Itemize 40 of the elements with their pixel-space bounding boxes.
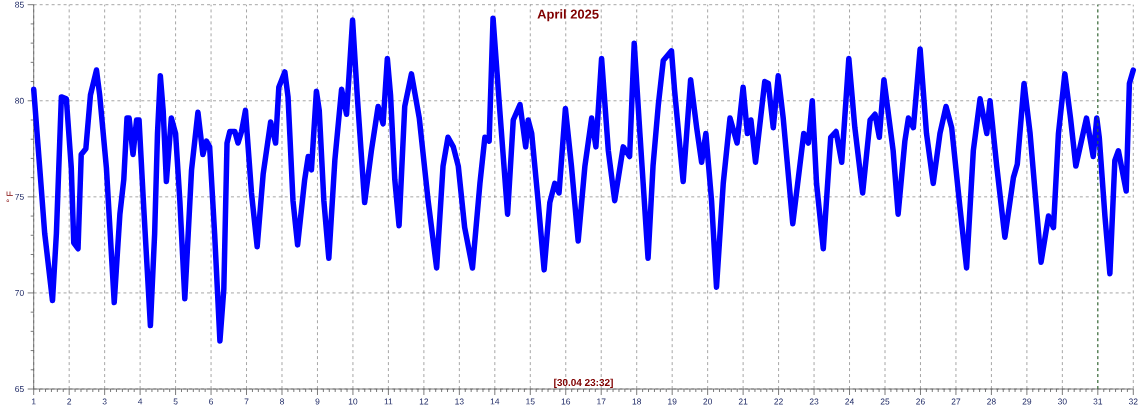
x-tick-label: 24 [845,398,854,405]
x-tick-label: 14 [490,398,500,405]
x-tick-label: 8 [280,398,284,405]
x-tick-label: 4 [137,398,143,405]
x-tick-label: 23 [809,398,819,405]
y-tick-label: 70 [15,289,24,296]
x-tick-label: 26 [916,398,925,405]
x-tick-label: 7 [244,398,249,405]
x-tick-label: 10 [348,398,358,405]
annotation: [30.04 23:32] [554,378,613,388]
x-tick-label: 21 [738,398,748,405]
x-tick-label: 20 [703,398,713,405]
x-tick-label: 19 [668,398,677,405]
x-tick-label: 25 [880,398,890,405]
x-tick-label: 17 [597,398,606,405]
x-tick-label: 31 [1093,398,1103,405]
x-tick-label: 9 [315,398,320,405]
x-tick-label: 2 [67,398,72,405]
x-tick-label: 15 [526,398,535,405]
x-tick-label: 22 [774,398,783,405]
x-tick-label: 32 [1128,398,1138,405]
x-tick-label: 13 [455,398,464,405]
x-tick-label: 5 [173,398,178,405]
y-tick-label: 65 [15,386,24,392]
y-tick-label: 75 [15,193,24,200]
x-tick-label: 27 [951,398,961,405]
x-tick-label: 11 [384,398,393,405]
x-tick-label: 30 [1057,398,1067,405]
x-tick-label: 6 [209,398,214,405]
x-tick-label: 12 [419,398,429,405]
x-tick-label: 16 [561,398,571,405]
x-tick-label: 18 [632,398,642,405]
x-tick-label: 1 [31,398,36,405]
y-tick-label: 80 [15,97,24,104]
chart-title: April 2025 [537,9,599,22]
x-tick-label: 3 [102,398,107,405]
x-tick-label: 29 [1022,398,1032,405]
x-tick-label: 28 [987,398,996,405]
y-axis-title: ° F [6,191,13,203]
y-tick-label: 85 [15,1,24,8]
